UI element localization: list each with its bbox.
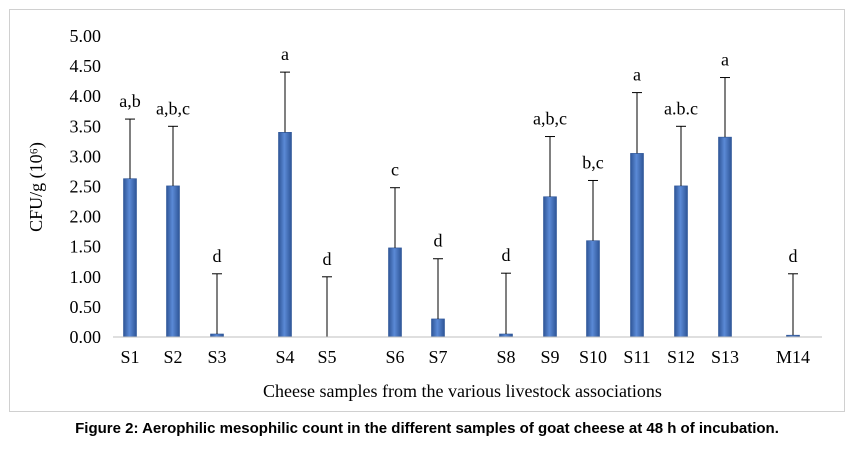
- y-tick-label: 4.00: [70, 86, 102, 106]
- data-label-S7: d: [434, 231, 443, 251]
- x-tick-label: S13: [711, 347, 739, 367]
- figure-caption: Figure 2: Aerophilic mesophilic count in…: [75, 420, 779, 437]
- y-tick-label: 1.50: [70, 237, 102, 257]
- bar-S1: [123, 178, 137, 338]
- data-label-S8: d: [502, 245, 511, 265]
- y-tick-label: 0.50: [70, 297, 102, 317]
- y-axis-ticks: 0.00 0.50 1.00 1.50 2.00 2.50 3.00 3.50 4.00 4.50…: [70, 26, 102, 347]
- y-axis-title: CFU/g (10⁶): [26, 142, 47, 232]
- x-tick-label: S7: [428, 347, 447, 367]
- data-label-S5: d: [323, 249, 332, 269]
- x-tick-label: S11: [623, 347, 650, 367]
- data-label-S3: d: [213, 246, 222, 266]
- x-tick-label: S10: [579, 347, 607, 367]
- data-label-S12: a.b.c: [664, 98, 698, 118]
- data-label-S1: a,b: [119, 91, 141, 111]
- chart-frame: 0.00 0.50 1.00 1.50 2.00 2.50 3.00 3.50 4.00 4.50…: [9, 9, 845, 412]
- data-label-S4: a: [281, 44, 289, 64]
- y-tick-label: 1.00: [70, 267, 102, 287]
- y-tick-label: 3.50: [70, 116, 102, 136]
- x-tick-label: S9: [540, 347, 559, 367]
- x-tick-label: S12: [667, 347, 695, 367]
- bar-S9: [543, 196, 557, 338]
- x-axis-ticks: S1 S2 S3 S4 S5 S6 S7 S8 S9 S10 S11 S12 S13 M14: [120, 347, 810, 367]
- bar-S2: [166, 185, 180, 338]
- x-tick-label: S8: [496, 347, 515, 367]
- y-tick-label: 5.00: [70, 26, 102, 46]
- x-tick-label: S6: [385, 347, 404, 367]
- x-axis-title: Cheese samples from the various livestoc…: [263, 381, 662, 401]
- bar-S13: [718, 136, 732, 338]
- y-tick-label: 3.00: [70, 146, 102, 166]
- y-tick-label: 2.50: [70, 177, 102, 197]
- bar-S6: [388, 247, 402, 338]
- data-label-M14: d: [789, 246, 798, 266]
- x-tick-label: S1: [120, 347, 139, 367]
- bar-S10: [586, 240, 600, 338]
- x-tick-label: M14: [776, 347, 810, 367]
- bars: a,b a,b,c d a d c d d a,b,c b,c a a.b.c a d: [119, 44, 800, 338]
- data-label-S13: a: [721, 50, 729, 70]
- bar-S7: [431, 318, 445, 338]
- data-label-S2: a,b,c: [156, 98, 190, 118]
- bar-S12: [674, 185, 688, 338]
- bar-S11: [630, 153, 644, 338]
- bar-S4: [278, 132, 292, 338]
- x-tick-label: S4: [275, 347, 294, 367]
- y-tick-label: 4.50: [70, 56, 102, 76]
- x-tick-label: S5: [317, 347, 336, 367]
- data-label-S6: c: [391, 160, 399, 180]
- data-label-S11: a: [633, 65, 641, 85]
- y-tick-label: 0.00: [70, 327, 102, 347]
- data-label-S9: a,b,c: [533, 109, 567, 129]
- y-tick-label: 2.00: [70, 207, 102, 227]
- x-tick-label: S3: [207, 347, 226, 367]
- x-tick-label: S2: [163, 347, 182, 367]
- data-label-S10: b,c: [582, 152, 604, 172]
- bar-chart: 0.00 0.50 1.00 1.50 2.00 2.50 3.00 3.50 4.00 4.50…: [26, 26, 822, 401]
